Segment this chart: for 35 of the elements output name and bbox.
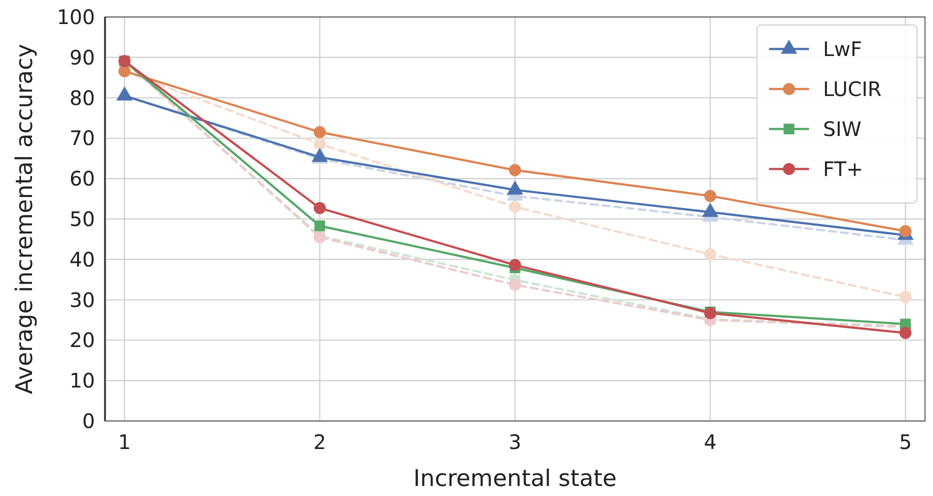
y-tick-label: 50 [70,207,95,231]
x-tick-label: 5 [899,430,912,454]
x-axis-title: Incremental state [413,466,617,492]
y-tick-label: 0 [82,409,95,433]
y-tick-label: 90 [70,45,95,70]
point [508,259,522,272]
point [314,138,326,150]
y-tick-label: 10 [70,368,95,393]
legend-label: FT+ [823,157,864,181]
y-tick-label: 80 [70,86,95,110]
x-tick-label: 1 [118,430,131,454]
point [508,278,522,291]
y-tick-label: 70 [70,126,95,150]
y-tick-label: 60 [70,166,95,191]
x-tick-label: 4 [704,430,717,454]
point [899,290,912,304]
y-tick-label: 20 [70,328,95,352]
y-tick-label: 30 [70,288,95,312]
point [899,225,912,238]
point [704,248,716,260]
y-axis-title: Average incremental accuracy [12,44,38,394]
legend-label: SIW [823,117,862,141]
point [704,190,716,202]
x-tick-label: 2 [313,430,326,454]
point [314,202,326,214]
point [314,220,326,232]
x-tick-label: 3 [508,430,522,454]
y-tick-label: 100 [56,5,95,29]
point [508,200,522,213]
y-tick-label: 40 [70,247,95,272]
legend-label: LUCIR [823,77,882,101]
point [314,126,326,138]
legend-label: LwF [823,37,862,61]
point [508,164,522,176]
point [899,326,912,339]
